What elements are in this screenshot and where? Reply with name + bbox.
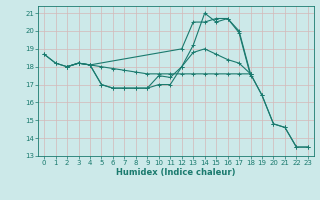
X-axis label: Humidex (Indice chaleur): Humidex (Indice chaleur) xyxy=(116,168,236,177)
